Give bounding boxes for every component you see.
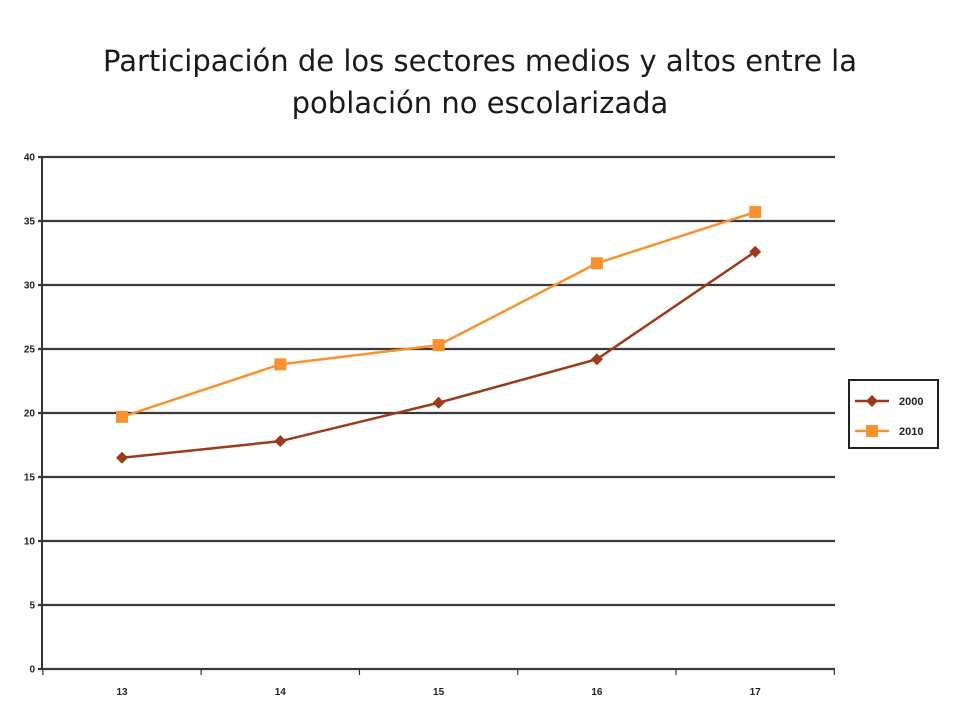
series-line-2010 <box>121 210 756 419</box>
legend-box <box>848 379 939 449</box>
data-point-2000-13 <box>116 451 128 464</box>
chart-title-line-1: Participación de los sectores medios y a… <box>103 44 857 78</box>
legend-marker-2010 <box>866 425 878 437</box>
data-point-2010-14 <box>274 358 287 371</box>
data-point-2000-17 <box>749 245 762 258</box>
x-tick-label-16: 16 <box>591 687 603 698</box>
legend-marker-2000 <box>866 395 878 407</box>
data-point-2010-16 <box>590 257 603 270</box>
y-tick-label-10: 10 <box>24 537 36 548</box>
series-layer <box>116 206 762 464</box>
x-tick-label-13: 13 <box>116 687 128 698</box>
data-point-2010-17 <box>749 206 762 219</box>
y-axis-ticks: 0 5 10 15 20 25 30 35 40 <box>24 153 36 676</box>
legend-label-2010: 2010 <box>899 426 923 438</box>
chart-title-line-2: población no escolarizada <box>291 86 669 120</box>
data-point-2000-15 <box>432 396 445 409</box>
y-tick-label-0: 0 <box>29 665 35 676</box>
y-tick-label-5: 5 <box>29 601 35 612</box>
y-tick-label-15: 15 <box>24 473 36 484</box>
y-tick-label-20: 20 <box>24 409 36 420</box>
y-tick-label-35: 35 <box>24 217 36 228</box>
y-tick-label-25: 25 <box>24 345 36 356</box>
legend: 2000 2010 <box>848 379 939 449</box>
data-point-2000-14 <box>274 435 287 448</box>
x-tick-label-14: 14 <box>275 687 287 698</box>
y-tick-label-30: 30 <box>24 281 36 292</box>
data-point-2000-16 <box>590 353 603 366</box>
x-tick-label-17: 17 <box>750 687 762 698</box>
x-tick-label-15: 15 <box>433 687 445 698</box>
data-point-2010-15 <box>432 339 445 352</box>
legend-label-2000: 2000 <box>899 396 923 408</box>
series-line-2000 <box>121 250 756 460</box>
data-point-2010-13 <box>116 410 128 423</box>
y-tick-label-40: 40 <box>24 153 36 164</box>
gridlines <box>38 155 835 671</box>
chart-title: Participación de los sectores medios y a… <box>40 40 920 124</box>
x-axis-ticks: 13 14 15 16 17 <box>42 669 835 698</box>
